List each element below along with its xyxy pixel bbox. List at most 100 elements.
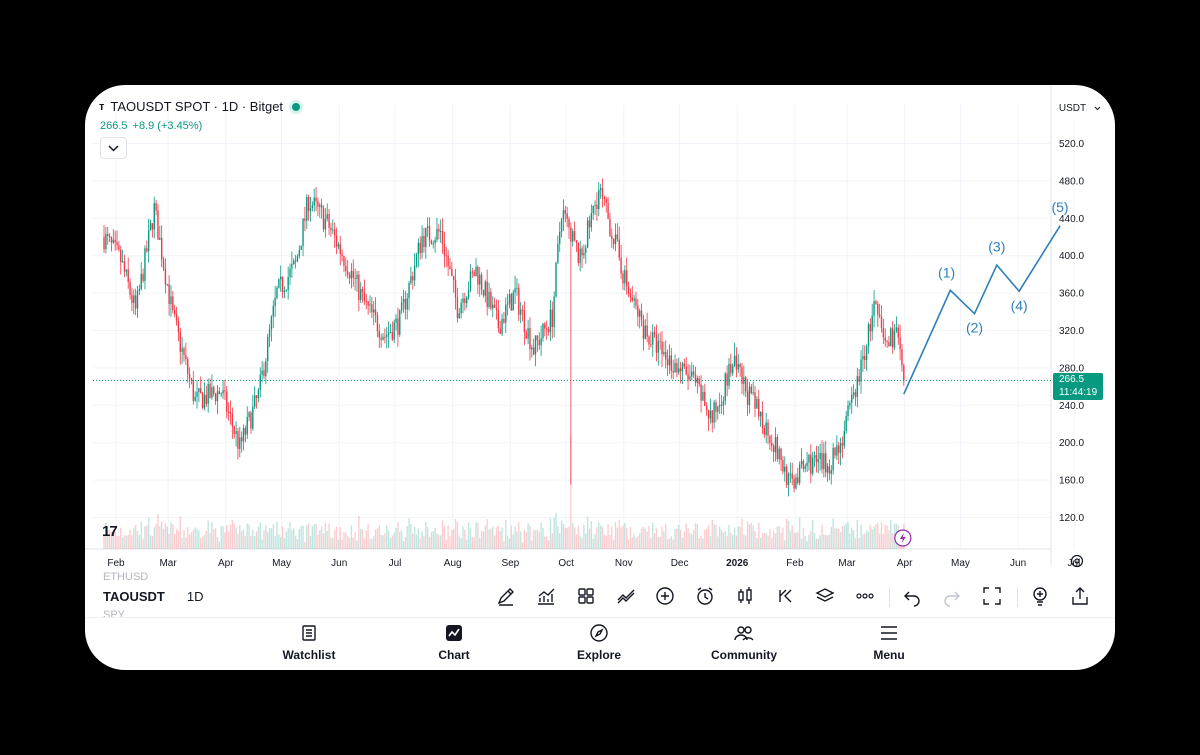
- volume-bar: [300, 526, 302, 549]
- candle-body: [350, 270, 353, 279]
- volume-bar: [458, 535, 460, 549]
- candle-body: [765, 422, 767, 436]
- adjacent-symbol-above[interactable]: ETHUSD: [103, 571, 149, 583]
- candle-body: [711, 410, 713, 423]
- candle-body: [713, 402, 715, 423]
- volume-bar: [205, 530, 208, 549]
- candle-body: [415, 254, 418, 266]
- candle-body: [508, 294, 511, 304]
- candle-body: [784, 466, 786, 472]
- volume-bar: [521, 542, 524, 549]
- volume-bar: [756, 537, 758, 549]
- more-button[interactable]: [852, 583, 878, 609]
- price-chart[interactable]: (1) (2) (3) (4) (5) 520.0 480.0 440.0 400.0 360.…: [85, 85, 1115, 580]
- add-button[interactable]: [652, 583, 678, 609]
- nav-menu[interactable]: Menu: [839, 622, 939, 668]
- volume-bar: [743, 534, 745, 549]
- candle-body: [413, 265, 416, 281]
- candle-body: [663, 352, 665, 355]
- volume-bar: [367, 523, 369, 549]
- volume-bar: [549, 518, 552, 549]
- volume-bar: [666, 539, 669, 549]
- candle-body: [572, 231, 574, 242]
- candle-body: [780, 448, 782, 461]
- symbol-selector[interactable]: TAOUSDT 1D: [103, 589, 204, 604]
- candle-body: [635, 298, 637, 306]
- volume-bar: [406, 526, 408, 549]
- volume-bar: [806, 541, 808, 549]
- candle-body: [302, 218, 304, 247]
- volume-bar: [858, 537, 860, 549]
- volume-bar: [110, 532, 113, 549]
- ideas-button[interactable]: [1027, 583, 1053, 609]
- volume-bar: [639, 533, 641, 549]
- nav-explore[interactable]: Explore: [549, 622, 649, 668]
- volume-bar: [415, 534, 418, 549]
- currency-selector[interactable]: USDT: [1053, 97, 1107, 119]
- candle-body: [588, 220, 591, 228]
- volume-bar: [655, 528, 658, 549]
- volume-bar: [852, 530, 855, 549]
- candle-body: [263, 370, 265, 377]
- indicators-button[interactable]: [533, 583, 559, 609]
- candle-body: [858, 376, 860, 382]
- nav-community[interactable]: Community: [694, 622, 794, 668]
- volume-bar: [412, 533, 414, 549]
- volume-bar: [160, 521, 163, 549]
- volume-bar: [750, 522, 752, 549]
- undo-button[interactable]: [899, 583, 925, 609]
- candle-body: [551, 309, 553, 327]
- candle-body: [678, 368, 680, 373]
- draw-tool-button[interactable]: [493, 583, 519, 609]
- volume-bar: [322, 533, 325, 549]
- candle-body: [495, 307, 498, 310]
- share-button[interactable]: [1067, 583, 1093, 609]
- nav-chart[interactable]: Chart: [404, 622, 504, 668]
- volume-bar: [439, 535, 442, 549]
- wave-label: (2): [966, 320, 983, 336]
- alert-button[interactable]: [692, 583, 718, 609]
- candle-body: [198, 388, 200, 393]
- candle-body: [668, 355, 671, 366]
- volume-bar: [735, 535, 738, 549]
- compare-button[interactable]: [613, 583, 639, 609]
- volume-bar: [155, 523, 157, 549]
- candle-body: [553, 296, 555, 327]
- volume-bar: [114, 531, 116, 549]
- candle-body: [644, 325, 646, 339]
- interval-selector[interactable]: 1D: [186, 589, 204, 604]
- fullscreen-button[interactable]: [979, 583, 1005, 609]
- chart-settings-button[interactable]: [1069, 553, 1089, 573]
- volume-bar: [172, 524, 174, 549]
- layers-button[interactable]: [812, 583, 838, 609]
- toolbar-divider: [889, 587, 890, 607]
- volume-bar: [121, 537, 124, 549]
- candle-body: [581, 248, 583, 256]
- adjacent-symbol-below[interactable]: SPY: [103, 609, 126, 621]
- chart-type-button[interactable]: [732, 583, 758, 609]
- symbol-header[interactable]: ᴛ TAOUSDT SPOT · 1D · Bitget: [99, 99, 304, 114]
- candle-body: [157, 210, 159, 240]
- volume-bar: [103, 534, 105, 549]
- price-tick-label: 120.0: [1059, 513, 1084, 524]
- nav-watchlist[interactable]: Watchlist: [259, 622, 359, 668]
- candle-body: [160, 237, 163, 260]
- app-window: (1) (2) (3) (4) (5) 520.0 480.0 440.0 400.0 360.…: [85, 85, 1115, 670]
- replay-button[interactable]: [772, 583, 798, 609]
- volume-bar: [451, 530, 453, 549]
- draw-tool-icon: [497, 588, 514, 606]
- redo-button[interactable]: [939, 583, 965, 609]
- volume-bar: [553, 517, 555, 549]
- candle-body: [421, 235, 423, 254]
- candle-body: [356, 274, 358, 279]
- candle-body: [480, 274, 483, 290]
- volume-bar: [758, 522, 760, 549]
- candle-body: [559, 231, 561, 244]
- menu-icon: [881, 626, 897, 640]
- volume-bar: [192, 530, 194, 549]
- candle-body: [642, 320, 645, 339]
- time-tick-label: Oct: [558, 558, 574, 569]
- collapse-legend-button[interactable]: [100, 137, 127, 159]
- layout-grid-button[interactable]: [573, 583, 599, 609]
- candle-body: [423, 235, 425, 248]
